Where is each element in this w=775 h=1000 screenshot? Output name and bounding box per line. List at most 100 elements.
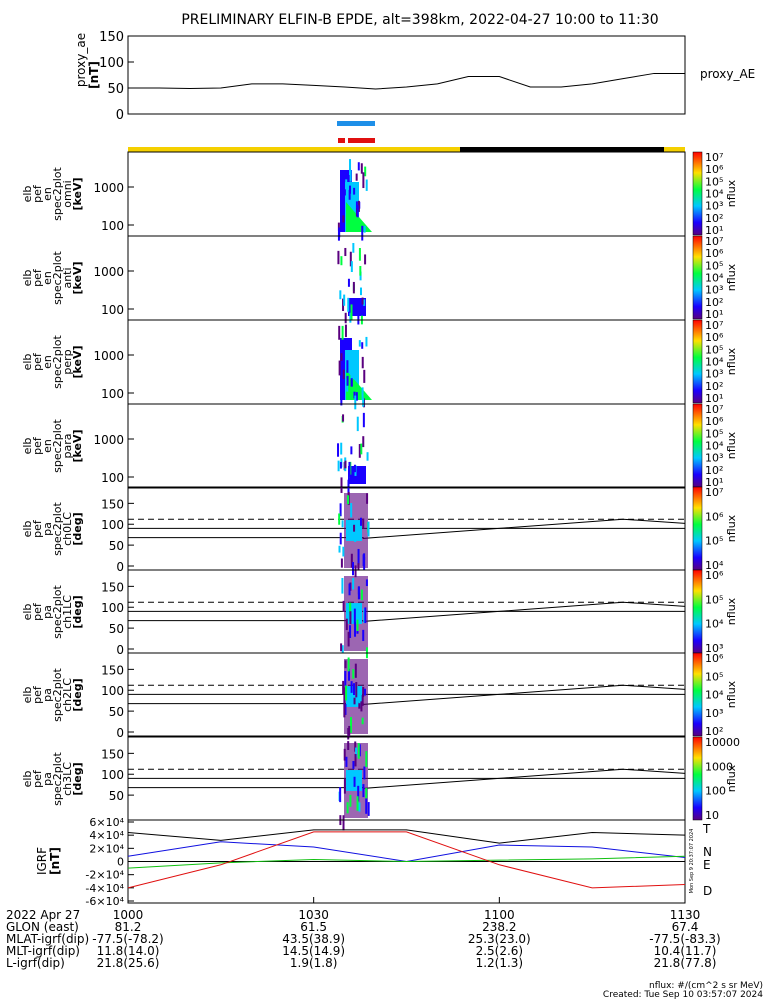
spec-pixel bbox=[357, 308, 360, 325]
spec-pixel bbox=[350, 378, 353, 387]
energy-ylabel-line: pef bbox=[31, 268, 44, 287]
spec-pixel bbox=[363, 688, 366, 696]
spec-pixel bbox=[350, 717, 353, 733]
pa-ylabel-line: elb bbox=[21, 604, 34, 621]
xaxis-row-label: L-igrf(dip) bbox=[6, 956, 65, 970]
spec-pixel bbox=[359, 517, 362, 526]
igrf-series-e bbox=[127, 855, 686, 869]
pa-ylabel-line: ch3LC bbox=[61, 762, 74, 796]
colorbar-tick-label: 10⁴ bbox=[705, 272, 724, 285]
spec-pixel bbox=[347, 278, 350, 287]
colorbar bbox=[692, 151, 703, 236]
spec-pixel bbox=[353, 464, 356, 473]
spec-pixel bbox=[349, 159, 352, 176]
spec-pixel bbox=[345, 685, 348, 701]
spec-pixel bbox=[343, 692, 346, 705]
xaxis-row-value: 238.2 bbox=[482, 920, 516, 934]
energy-ylabel-line: en bbox=[41, 439, 54, 453]
pa-ytick-label: 0 bbox=[116, 726, 124, 740]
pa-ylabel-line: [deg] bbox=[71, 678, 84, 711]
colorbar-tick-label: 10⁶ bbox=[705, 331, 724, 344]
proxy-ae-line bbox=[128, 72, 685, 90]
spec-pixel bbox=[361, 695, 364, 706]
colorbar-tick-label: 10² bbox=[705, 380, 723, 393]
energy-ytick-label: 1000 bbox=[93, 181, 124, 195]
colorbar-tick-label: 10⁴ bbox=[705, 689, 724, 702]
colorbar-tick-label: 10⁵ bbox=[705, 259, 723, 272]
xaxis-row-value: 2.5(2.6) bbox=[476, 944, 524, 958]
spec-pixel bbox=[362, 784, 365, 798]
spec-pixel bbox=[357, 548, 360, 565]
spec-pixel bbox=[344, 460, 347, 469]
colorbar-tick-label: 10³ bbox=[705, 642, 723, 655]
spec-pixel bbox=[340, 210, 343, 220]
spec-pixel bbox=[365, 179, 368, 191]
spec-pixel bbox=[346, 375, 349, 386]
colorbar-tick-label: 10⁵ bbox=[705, 343, 723, 356]
energy-ytick-label: 1000 bbox=[93, 433, 124, 447]
spec-pixel bbox=[340, 390, 343, 406]
proxy-ae-ytick-label: 150 bbox=[99, 30, 124, 45]
spec-pixel bbox=[355, 682, 358, 698]
colorbar-tick-label: 10⁵ bbox=[705, 670, 723, 683]
spec-pixel bbox=[361, 356, 364, 369]
spec-pixel bbox=[343, 702, 346, 718]
pa-ylabel-line: spec2plot bbox=[51, 668, 64, 722]
colorbar-tick-label: 10⁶ bbox=[705, 415, 724, 428]
spec-pixel bbox=[358, 701, 361, 709]
spec-pixel bbox=[353, 776, 356, 787]
energy-ytick-label: 1000 bbox=[93, 265, 124, 279]
spec-pixel bbox=[366, 452, 369, 461]
pa-ytick-label: 0 bbox=[116, 643, 124, 657]
spec-pixel bbox=[349, 185, 352, 194]
spec-pixel bbox=[350, 503, 353, 518]
pa-ylabel-line: pef bbox=[31, 769, 44, 788]
spec-pixel bbox=[362, 412, 365, 428]
pa-ylabel-line: pa bbox=[41, 605, 54, 619]
spec-pixel bbox=[358, 744, 361, 757]
xaxis-row-value: 25.3(23.0) bbox=[468, 932, 531, 946]
igrf-component-label: T bbox=[702, 822, 711, 836]
xaxis-row-value: 21.8(77.8) bbox=[654, 956, 717, 970]
spec-pixel bbox=[358, 340, 361, 347]
pa-ylabel-line: elb bbox=[21, 687, 34, 704]
spec-pixel bbox=[353, 524, 356, 532]
spec-pixel bbox=[350, 522, 353, 537]
spec-pixel bbox=[353, 187, 356, 195]
igrf-ytick-label: 4×10⁴ bbox=[89, 829, 124, 842]
pa-ytick-label: 150 bbox=[101, 663, 124, 677]
spec-pixel bbox=[342, 680, 345, 695]
spec-pixel bbox=[342, 369, 345, 380]
colorbar-tick-label: 10⁴ bbox=[705, 440, 724, 453]
colorbar-tick-label: 10⁵ bbox=[705, 593, 723, 606]
pa-ylabel-line: spec2plot bbox=[51, 502, 64, 556]
spec-pixel bbox=[346, 360, 349, 373]
colorbar-tick-label: 10³ bbox=[705, 707, 723, 720]
spec-pixel bbox=[349, 611, 352, 625]
colorbar-tick-label: 10² bbox=[705, 212, 723, 225]
spec-pixel bbox=[357, 200, 360, 212]
igrf-ytick-label: 6×10⁴ bbox=[89, 816, 124, 829]
spec-pixel bbox=[354, 663, 357, 678]
spec-pixel bbox=[363, 608, 366, 624]
pa-ylabel-line: ch1LC bbox=[61, 595, 74, 629]
spec-pixel bbox=[362, 629, 365, 642]
energy-spectrogram-frame bbox=[127, 235, 686, 321]
spec-pixel bbox=[348, 461, 351, 477]
xaxis-row-value: 1.2(1.3) bbox=[476, 956, 524, 970]
spec-pixel bbox=[355, 392, 358, 401]
spec-pixel bbox=[360, 307, 363, 315]
pa-ytick-label: 150 bbox=[101, 580, 124, 594]
spec-pixel bbox=[358, 248, 361, 261]
spec-pixel bbox=[355, 747, 358, 758]
pa-ytick-label: 150 bbox=[101, 747, 124, 761]
spec-pixel bbox=[342, 215, 345, 223]
spec-pixel bbox=[363, 556, 366, 571]
colorbar-tick-label: 10⁴ bbox=[705, 188, 724, 201]
spec-pixel bbox=[353, 697, 356, 705]
spec-pixel bbox=[354, 622, 357, 637]
spec-pixel bbox=[363, 299, 366, 306]
colorbar-tick-label: 10³ bbox=[705, 452, 723, 465]
xaxis-row-label: MLAT-igrf(dip) bbox=[6, 932, 89, 946]
spec-pixel bbox=[339, 462, 342, 469]
